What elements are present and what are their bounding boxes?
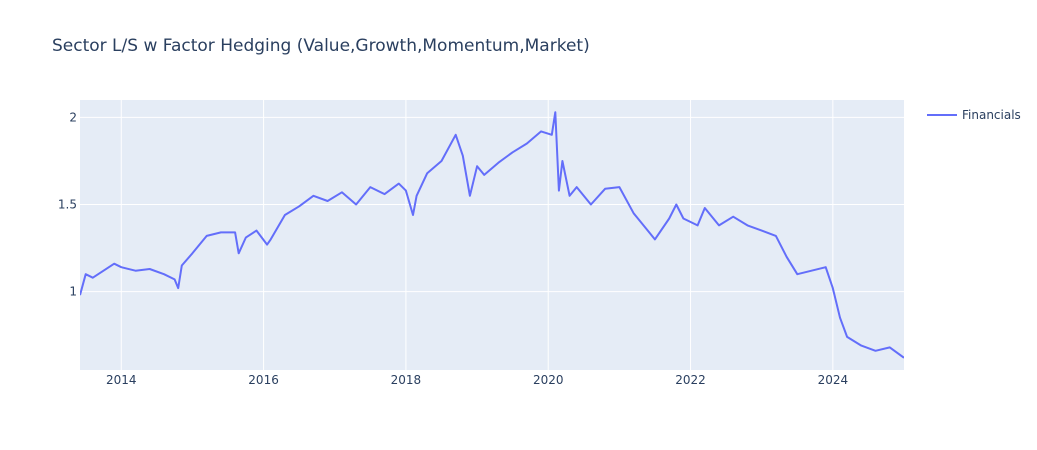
x-tick-label: 2024 <box>818 373 849 387</box>
plot-area <box>80 100 904 370</box>
x-tick-label: 2022 <box>675 373 706 387</box>
series-layer <box>80 111 904 359</box>
y-axis: 11.52 <box>58 110 77 298</box>
x-tick-label: 2014 <box>106 373 137 387</box>
x-axis: 2014 2016 2018 2020 2022 2024 <box>106 373 848 387</box>
y-tick-label: 2 <box>69 110 77 124</box>
x-tick-label: 2016 <box>248 373 279 387</box>
chart-title: Sector L/S w Factor Hedging (Value,Growt… <box>52 36 590 56</box>
x-tick-label: 2018 <box>391 373 422 387</box>
y-tick-label: 1.5 <box>58 198 77 212</box>
x-tick-label: 2020 <box>533 373 564 387</box>
series-line-financials[interactable] <box>80 111 904 359</box>
y-tick-label: 1 <box>69 285 77 299</box>
legend-label-financials[interactable]: Financials <box>962 108 1021 122</box>
grid-lines <box>80 100 904 370</box>
legend[interactable]: Financials <box>927 108 1021 122</box>
